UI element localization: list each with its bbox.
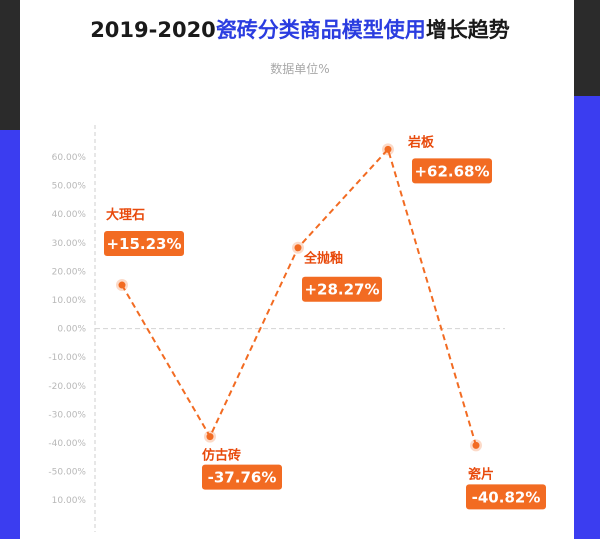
y-tick-label: -40.00% (48, 439, 86, 449)
title-highlight: 瓷砖分类商品模型使用 (215, 18, 426, 42)
data-label-badge (302, 276, 382, 302)
chart-subtitle: 数据单位% (270, 62, 330, 76)
series-line (121, 147, 477, 446)
data-label-name: 全抛釉 (303, 251, 343, 267)
decor-dark-right (574, 0, 600, 96)
data-label-name: 大理石 (106, 207, 145, 223)
data-label-badge (466, 484, 546, 510)
y-tick-label: -20.00% (48, 382, 86, 392)
y-tick-label: 50.00% (52, 182, 87, 192)
data-point (384, 145, 392, 153)
data-label-name: 瓷片 (468, 466, 494, 482)
decor-blue-left (0, 130, 20, 539)
data-label-value: -40.82% (472, 488, 541, 506)
data-label-badge (202, 464, 282, 490)
y-tick-label: 10.00% (52, 296, 87, 306)
y-tick-label: 60.00% (52, 153, 87, 163)
data-point (294, 244, 302, 252)
data-label-badge (104, 231, 184, 257)
y-tick-label: 40.00% (52, 210, 87, 220)
title-suffix: 增长趋势 (425, 18, 510, 42)
data-point (118, 281, 126, 289)
y-tick-label: -30.00% (48, 410, 86, 420)
title-year: 2019-2020 (90, 18, 216, 42)
data-label-name: 岩板 (407, 134, 435, 150)
y-tick-label: 10.00% (52, 496, 87, 506)
y-tick-label: 20.00% (52, 267, 87, 277)
chart-card (20, 0, 574, 539)
data-label-value: +15.23% (106, 235, 181, 253)
y-tick-label: -50.00% (48, 468, 86, 478)
y-tick-label: 0.00% (57, 325, 86, 335)
y-tick-label: -10.00% (48, 353, 86, 363)
data-label-name: 仿古砖 (202, 448, 241, 464)
y-tick-label: 30.00% (52, 239, 87, 249)
data-point (472, 441, 480, 449)
decor-dark-left (0, 0, 20, 130)
decor-blue-right (574, 96, 600, 539)
chart-title: 2019-2020瓷砖分类商品模型使用增长趋势 (0, 14, 600, 44)
data-label-value: +62.68% (414, 162, 489, 180)
data-label-value: -37.76% (208, 469, 277, 487)
data-point (206, 433, 214, 441)
data-label-value: +28.27% (304, 281, 379, 299)
data-label-badge (412, 158, 492, 184)
